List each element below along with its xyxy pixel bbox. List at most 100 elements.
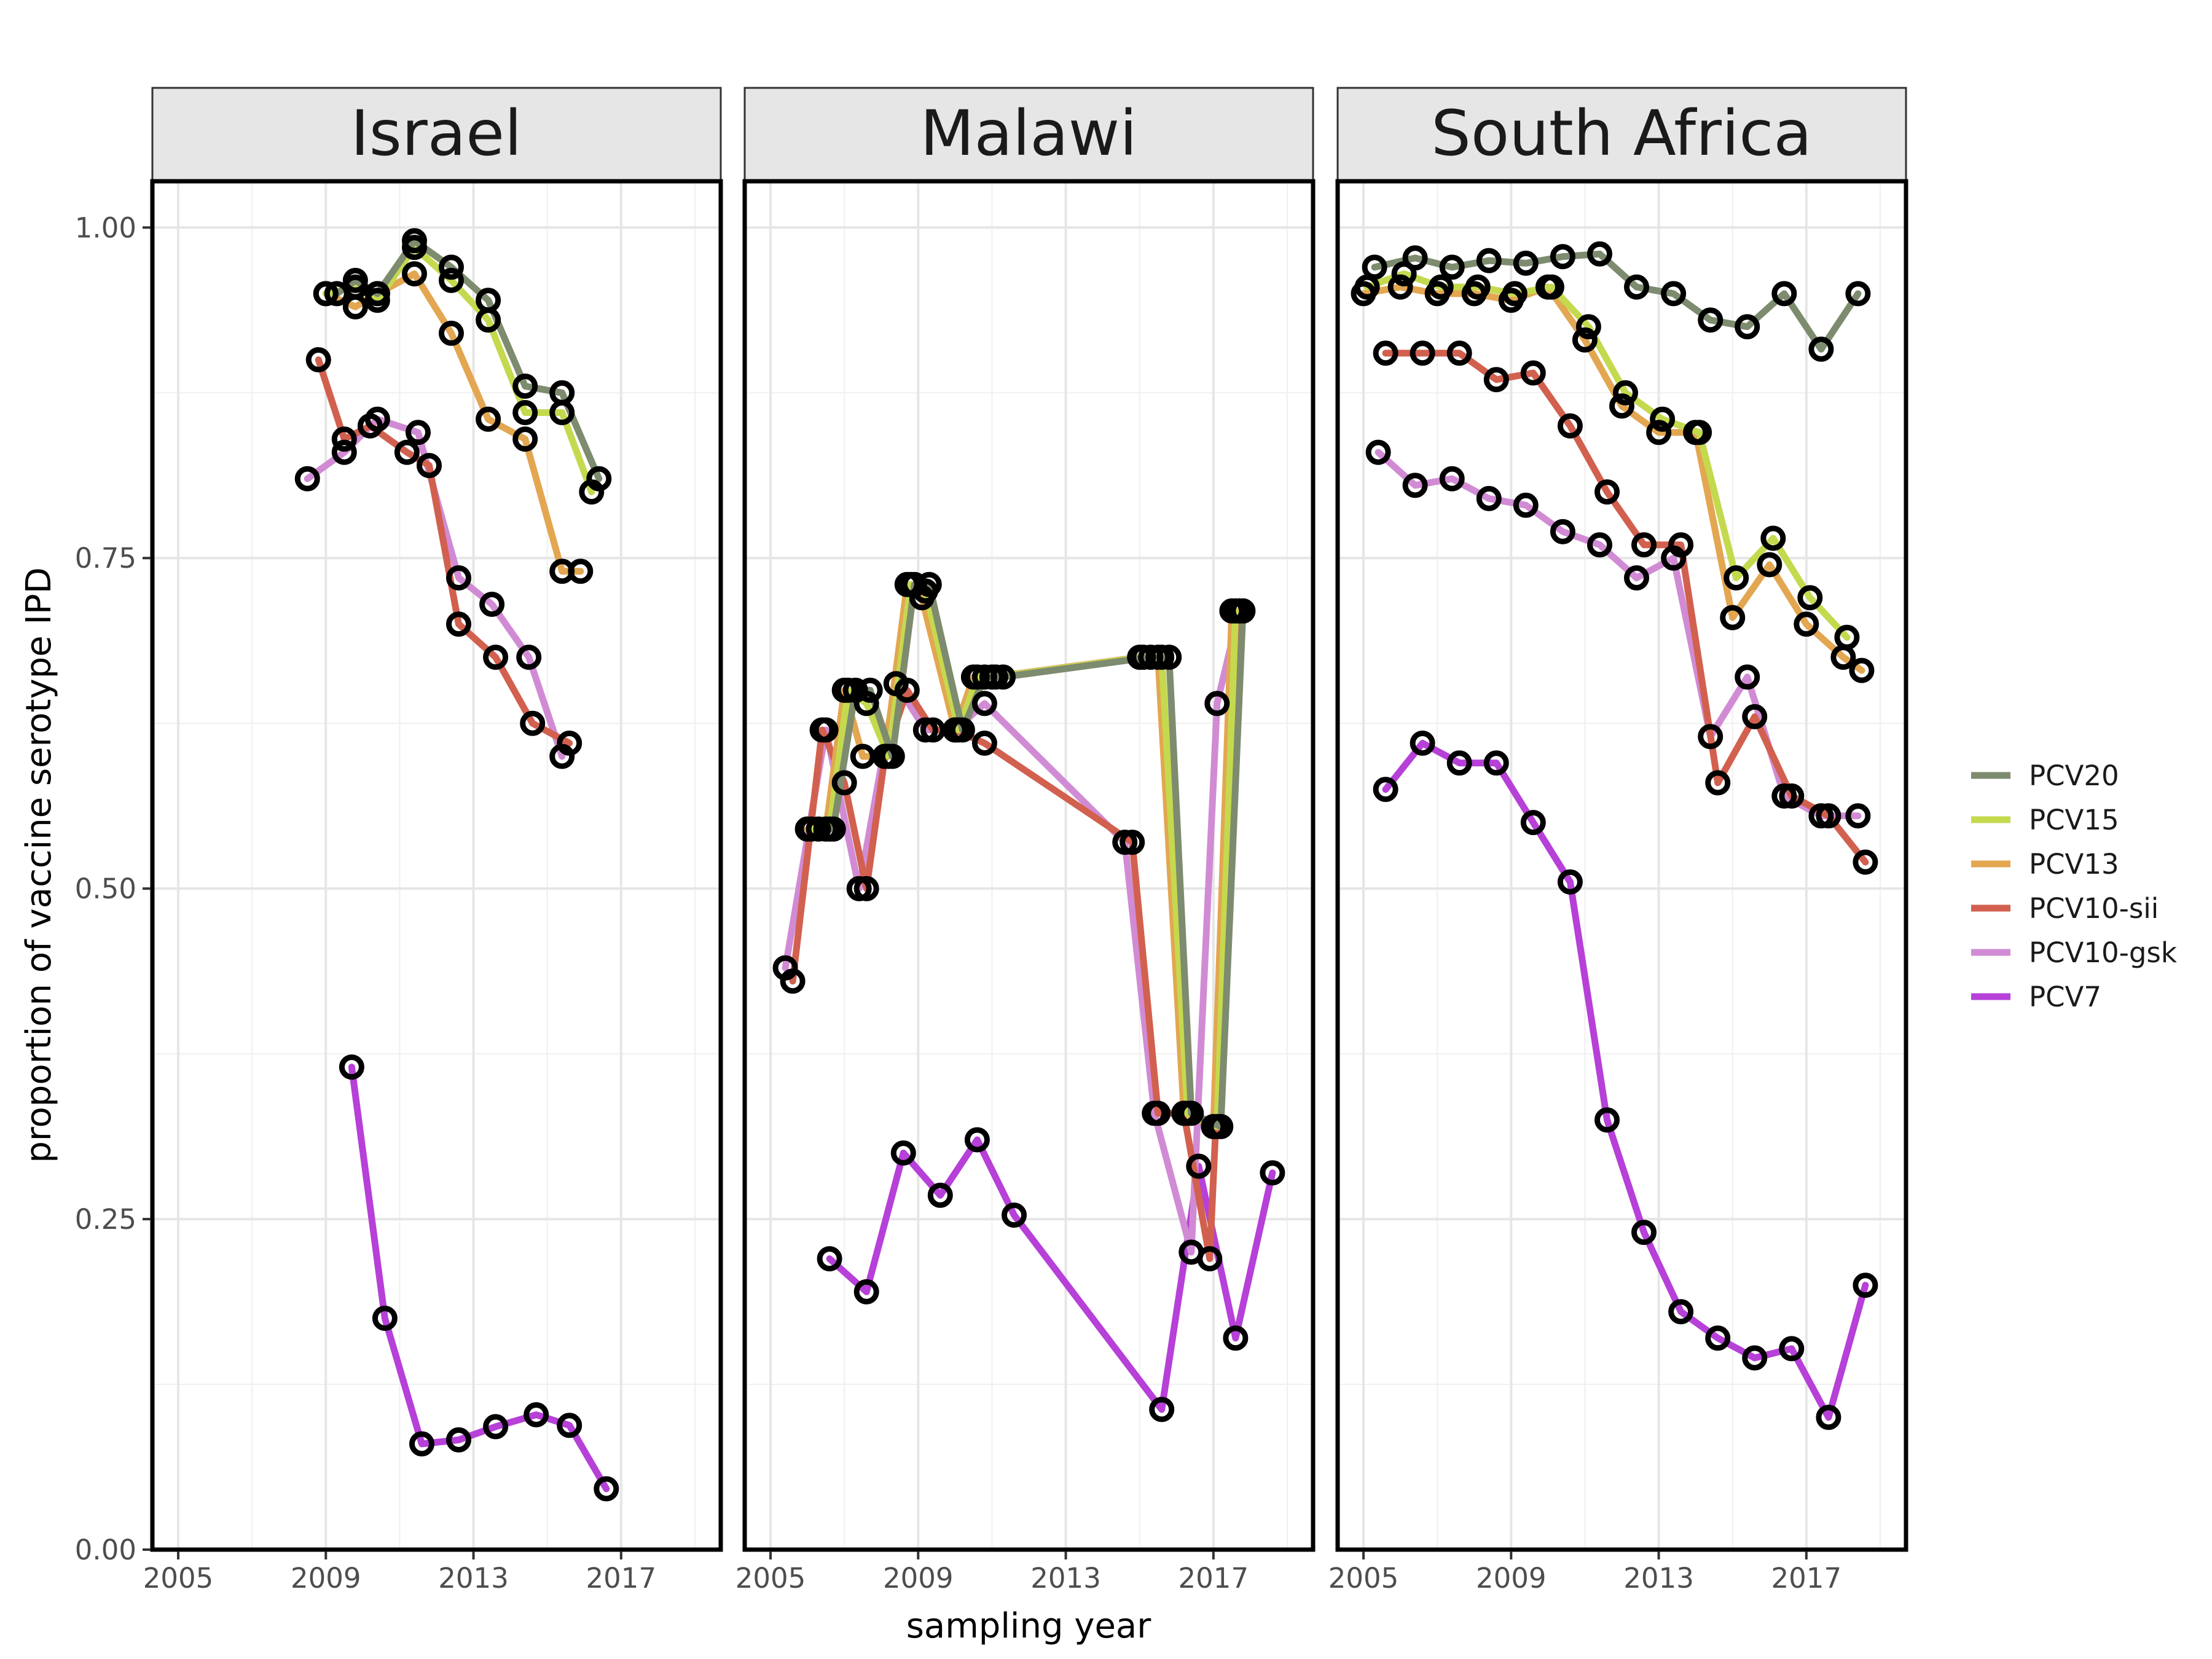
facet-panel-malawi: Malawi 2005 2009 2013 2017 (735, 87, 1316, 1594)
data-point-pcv20 (806, 816, 831, 842)
data-point-pcv10-sii (971, 731, 997, 756)
x-tick-label: 2009 (883, 1562, 954, 1594)
data-point-pcv7 (483, 1414, 509, 1440)
data-point-pcv13 (568, 559, 594, 584)
data-point-pcv15 (313, 281, 339, 307)
data-point-pcv10-sii (1557, 413, 1583, 439)
panel-border (1335, 179, 1908, 1552)
data-point-pcv10-sii (831, 770, 857, 796)
data-point-pcv7 (1002, 1202, 1027, 1228)
x-tick-label: 2017 (586, 1562, 657, 1594)
data-point-pcv10-sii (305, 347, 331, 372)
data-point-pcv7 (1520, 810, 1546, 836)
data-point-pcv10-sii (1483, 367, 1509, 393)
data-point-pcv20 (364, 281, 390, 307)
data-point-pcv10-gsk (1402, 473, 1428, 498)
data-point-pcv10-sii (1668, 532, 1694, 558)
x-tick-label: 2013 (1030, 1562, 1101, 1594)
data-point-pcv10-sii (357, 413, 383, 439)
data-point-pcv13 (1646, 420, 1672, 445)
data-point-pcv20 (439, 254, 464, 280)
data-point-pcv15 (1613, 380, 1638, 406)
data-point-pcv20 (342, 267, 368, 293)
data-point-pcv20 (1735, 314, 1760, 340)
data-point-pcv10-gsk (1204, 691, 1230, 716)
data-point-pcv10-sii (417, 453, 442, 479)
data-point-pcv10-sii (1446, 340, 1472, 366)
x-axis-title: sampling year (906, 1606, 1151, 1646)
data-point-pcv13 (1609, 393, 1634, 419)
data-point-pcv7 (1149, 1397, 1175, 1422)
panel-border (150, 179, 723, 1552)
x-tick-label: 2009 (291, 1562, 361, 1594)
data-point-pcv20 (1587, 241, 1612, 267)
data-point-pcv10-sii (1145, 1100, 1171, 1126)
data-point-pcv7 (1816, 1405, 1841, 1430)
data-point-pcv7 (594, 1476, 619, 1502)
x-tick-label: 2017 (1179, 1562, 1249, 1594)
data-point-pcv7 (853, 1279, 879, 1304)
data-point-pcv10-gsk (1624, 565, 1649, 590)
data-point-pcv10-gsk (1735, 664, 1760, 690)
data-point-pcv10-gsk (1476, 485, 1502, 511)
data-point-pcv15 (1687, 420, 1712, 445)
series-line-pcv7 (348, 1064, 610, 1492)
data-point-pcv7 (1483, 750, 1509, 776)
x-axis: 2005 2009 2013 2017 (143, 1551, 656, 1594)
data-point-pcv13 (1572, 327, 1598, 353)
data-point-pcv20 (1771, 281, 1797, 307)
series-layer (1351, 241, 1878, 1430)
data-point-pcv15 (1650, 406, 1676, 432)
facet-panel-israel: Israel 2005 2009 2013 2017 (143, 87, 723, 1594)
x-tick-label: 2005 (735, 1562, 806, 1594)
grid (745, 181, 1313, 1551)
x-axis: 2005 2009 2013 2017 (735, 1551, 1249, 1594)
data-point-pcv15 (1797, 585, 1823, 611)
data-point-pcv20 (1439, 254, 1465, 280)
data-point-pcv10-sii (1853, 849, 1878, 875)
data-point-pcv7 (1410, 731, 1435, 756)
data-point-pcv20 (857, 677, 883, 703)
grid (1338, 181, 1906, 1551)
series-line-pcv10-gsk (1375, 449, 1862, 820)
data-point-pcv10-sii (1373, 340, 1398, 366)
data-point-pcv7 (409, 1431, 434, 1457)
data-point-pcv20 (990, 664, 1016, 690)
data-point-pcv20 (512, 374, 538, 399)
data-point-pcv10-sii (331, 426, 357, 452)
facet-panel-south-africa: South Africa 2005 2009 2013 2017 (1328, 87, 1908, 1594)
legend-label-pcv7: PCV7 (2029, 981, 2101, 1013)
facet-strip (1336, 87, 1907, 181)
data-point-pcv20 (1698, 307, 1724, 333)
x-tick-label: 2013 (438, 1562, 509, 1594)
data-point-pcv20 (402, 228, 427, 254)
data-point-pcv10-gsk (1698, 724, 1724, 750)
data-point-pcv7 (1594, 1107, 1620, 1133)
data-point-pcv20 (879, 743, 905, 769)
facet-title: Israel (351, 97, 522, 170)
x-tick-label: 2009 (1476, 1562, 1547, 1594)
data-point-pcv15 (1760, 525, 1786, 551)
data-point-pcv13 (1849, 657, 1875, 683)
data-point-pcv10-sii (1705, 770, 1731, 796)
data-point-pcv10-gsk (331, 439, 357, 465)
data-point-pcv7 (1557, 869, 1583, 895)
data-point-pcv13 (1757, 552, 1783, 578)
data-point-pcv20 (1624, 274, 1649, 300)
data-point-pcv20 (949, 717, 975, 743)
data-point-pcv13 (512, 426, 538, 452)
data-point-pcv10-sii (809, 717, 835, 743)
data-point-pcv7 (1668, 1299, 1694, 1325)
data-point-pcv20 (1550, 244, 1575, 270)
legend-label-pcv13: PCV13 (2029, 848, 2119, 880)
x-axis: 2005 2009 2013 2017 (1328, 1551, 1841, 1594)
facet-strip (743, 87, 1314, 181)
data-point-pcv15 (1724, 565, 1749, 590)
data-point-pcv10-gsk (1365, 439, 1391, 465)
y-axis: 0.00 0.25 0.50 0.75 1.00 (75, 211, 151, 1566)
y-tick-label: 0.00 (75, 1534, 136, 1566)
data-point-pcv20 (842, 677, 868, 703)
data-point-pcv20 (476, 288, 501, 313)
legend-label-pcv10-sii: PCV10-sii (2029, 892, 2159, 925)
data-point-pcv10-sii (1520, 360, 1546, 386)
